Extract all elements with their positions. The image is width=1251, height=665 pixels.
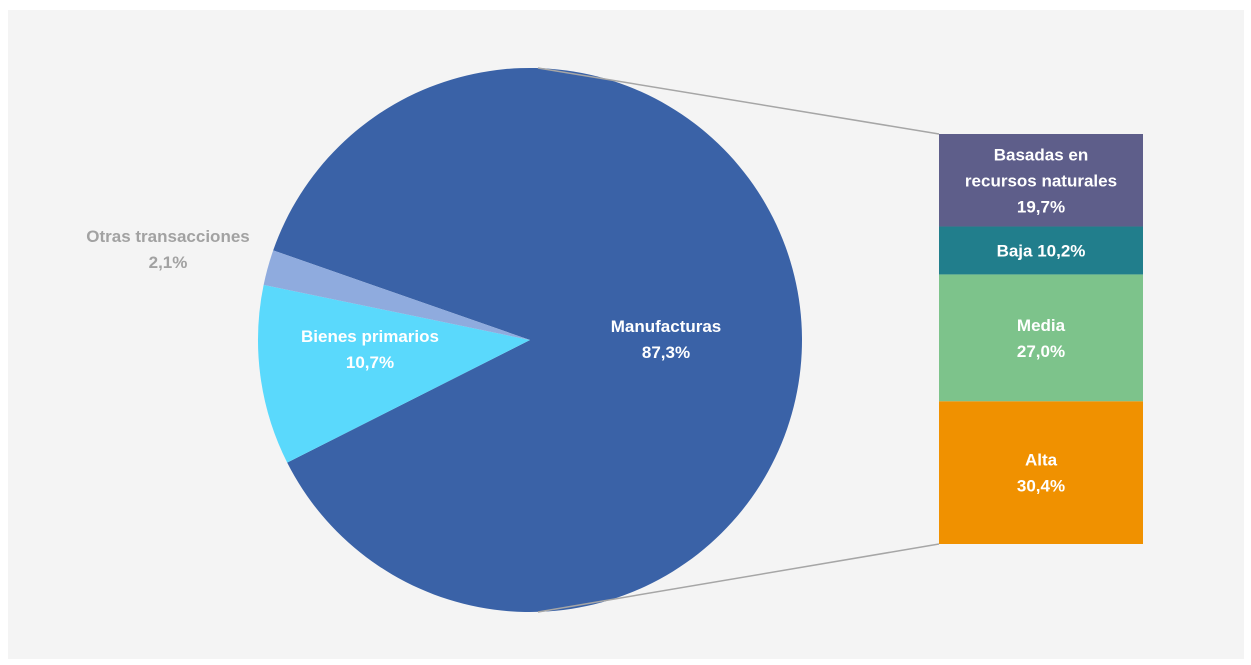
slice-label-bienes-primarios: Bienes primarios 10,7%	[301, 327, 439, 372]
bar-label-basadas-en-recursos-naturales: Basadas en recursos naturales 19,7%	[965, 145, 1117, 216]
slice-label-manufacturas: Manufacturas 87,3%	[611, 317, 722, 362]
bar-label-media: Media 27,0%	[1017, 316, 1066, 361]
bar-label-baja: Baja 10,2%	[997, 241, 1086, 260]
pie-slice-otras-transacciones	[263, 250, 530, 340]
bar-segment-basadas-en-recursos-naturales	[939, 134, 1143, 227]
pie-slice-manufacturas	[273, 68, 802, 613]
bar-segment-alta	[939, 401, 1143, 544]
connector-line-bottom	[537, 543, 940, 613]
slice-label-otras-transacciones: Otras transacciones 2,1%	[86, 227, 249, 272]
connector-line-top	[537, 67, 940, 135]
bar-segment-baja	[939, 226, 1143, 275]
bar-segment-media	[939, 274, 1143, 402]
bar-label-alta: Alta 30,4%	[1017, 451, 1065, 496]
pie-slice-bienes-primarios	[257, 284, 530, 463]
